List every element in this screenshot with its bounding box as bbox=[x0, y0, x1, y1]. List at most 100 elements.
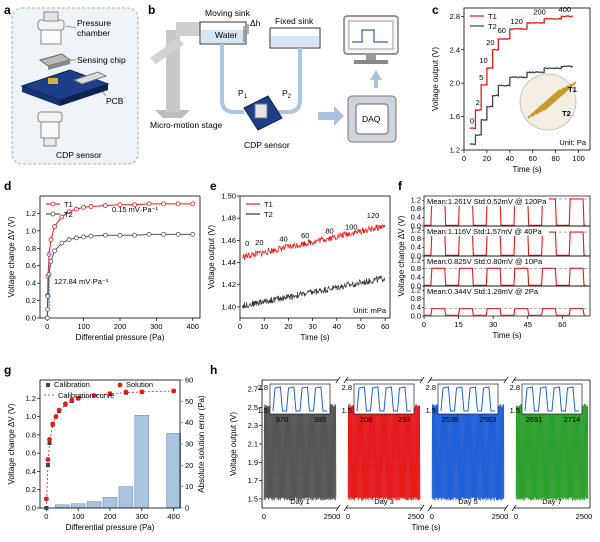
panel-g-solution-point bbox=[45, 457, 51, 462]
panel-d-xtick-label: 400 bbox=[186, 322, 199, 331]
panel-h-day-label: Day 5 bbox=[458, 497, 478, 506]
panel-g-solution-point bbox=[171, 388, 177, 394]
panel-h-ytick-label: 1.7 bbox=[248, 476, 258, 485]
panel-c-inset-label-t1: T1 bbox=[568, 85, 577, 94]
panel-d-point-T2 bbox=[117, 232, 123, 238]
panel-h-inset-ytick-bottom: 1.5 bbox=[510, 406, 520, 415]
panel-g-solution-point bbox=[69, 397, 75, 403]
panel-d-ytick-label: 0.4 bbox=[26, 279, 36, 288]
panel-c-legend-label: T2 bbox=[488, 22, 497, 31]
panel-d-annotation-slope-high: 0.15 mV·Pa⁻¹ bbox=[112, 205, 159, 214]
panel-d-legend-label: T1 bbox=[64, 200, 73, 209]
panel-d-ytick-label: 0.0 bbox=[26, 314, 36, 323]
panel-e-legend-label: T1 bbox=[264, 200, 273, 209]
panel-h-inset-ytick-top: 2.8 bbox=[510, 383, 520, 392]
panel-h-inset-trace bbox=[524, 386, 579, 412]
panel-letter-f: f bbox=[398, 179, 403, 193]
panel-h-inset-ytick-bottom: 1.5 bbox=[426, 406, 436, 415]
panel-c-ytick-label: 1.6 bbox=[450, 112, 460, 121]
panel-g-solution-point bbox=[50, 421, 56, 427]
panel-h-inset-trace bbox=[440, 386, 495, 412]
panel-g-ytick-label: 1.2 bbox=[26, 394, 36, 403]
panel-g-error-bar bbox=[102, 497, 118, 509]
panel-letter-a: a bbox=[4, 3, 11, 17]
panel-h-inset-ytick-bottom: 1.5 bbox=[342, 406, 352, 415]
panel-f-row-label: Mean:0.825V Std:0.80mV @ 10Pa bbox=[427, 257, 543, 266]
panel-g-legend-solution: Solution bbox=[126, 380, 153, 389]
panel-h-xtick-label: 2500 bbox=[324, 512, 341, 521]
panel-f-ytick-label: 0.8 bbox=[411, 294, 421, 303]
panel-g-solution-point bbox=[47, 437, 52, 442]
panel-h-inset-ytick-top: 2.8 bbox=[426, 383, 436, 392]
panel-g-legend-solution-marker bbox=[117, 382, 123, 388]
panel-d-point-T1 bbox=[103, 203, 108, 208]
panel-d-point-T1 bbox=[117, 202, 123, 208]
panel-e-xtick-label: 60 bbox=[381, 322, 389, 331]
panel-d-point-T2 bbox=[59, 240, 65, 246]
panel-g-calibration-point bbox=[45, 463, 50, 468]
panel-h-ylabel: Voltage output (V) bbox=[229, 412, 238, 476]
panel-h-inset-xtick-right: 2714 bbox=[564, 415, 581, 424]
panel-h-xtick-label: 2500 bbox=[576, 512, 593, 521]
panel-d-point-T2 bbox=[190, 231, 196, 237]
panel-g-ytick-label: 0.4 bbox=[26, 467, 36, 476]
panel-d-point-T1 bbox=[81, 204, 87, 210]
panel-g-xtick-label: 100 bbox=[72, 512, 85, 521]
panel-c-inset-electrode bbox=[531, 87, 565, 117]
panel-f-ylabel: Voltage change ΔV (V) bbox=[397, 215, 406, 296]
panel-f-ytick-label: 0.4 bbox=[411, 273, 421, 282]
panel-h-inset-trace bbox=[356, 386, 411, 412]
label-cdp-sensor: CDP sensor bbox=[56, 150, 102, 160]
panel-f-xlabel: Time (s) bbox=[492, 331, 521, 340]
panel-e-step-label: 60 bbox=[301, 231, 309, 240]
panel-h-day-label: Day 1 bbox=[290, 497, 310, 506]
panel-e-series-T2 bbox=[242, 275, 386, 309]
panel-c-ylabel: Voltage output (V) bbox=[431, 47, 440, 111]
panel-g-error-bar bbox=[166, 433, 181, 509]
panel-d-xtick-label: 200 bbox=[114, 322, 127, 331]
panel-g-ytick-right-label: 50 bbox=[185, 397, 193, 406]
panel-d-legend-marker bbox=[50, 201, 56, 207]
panel-f-pulse-trace bbox=[424, 267, 586, 286]
panel-f-ytick-label: 0.0 bbox=[411, 221, 421, 230]
panel-h-trace-3 bbox=[431, 403, 505, 501]
panel-g-solution-point bbox=[53, 414, 59, 419]
panel-f-ytick-label: 0.0 bbox=[411, 311, 421, 320]
panel-f-row-label: Mean:1.116V Std:1.57mV @ 40Pa bbox=[427, 227, 542, 236]
panel-h-trace-2 bbox=[347, 403, 421, 501]
arrow-right-icon bbox=[318, 106, 344, 126]
panel-g-ytick-label: 0.8 bbox=[26, 430, 36, 439]
panel-h-inset-xtick-left: 208 bbox=[360, 415, 373, 424]
panel-g-error-bar bbox=[86, 501, 102, 509]
panel-h-xtick-label: 0 bbox=[514, 512, 518, 521]
panel-g-error-bar bbox=[55, 504, 70, 509]
panel-h-xtick-label: 0 bbox=[262, 512, 266, 521]
micro-motion-stage bbox=[150, 22, 202, 118]
panel-f-row-frame bbox=[423, 285, 591, 317]
panel-d-point-T2 bbox=[45, 306, 51, 312]
panel-d-point-T1 bbox=[52, 224, 57, 229]
label-fixed-sink: Fixed sink bbox=[275, 16, 314, 26]
panel-e-xtick-label: 10 bbox=[260, 322, 268, 331]
panel-h-break-mark bbox=[335, 376, 341, 384]
panel-d-point-T2 bbox=[73, 235, 79, 241]
tube-right bbox=[278, 48, 302, 114]
panel-h-day-label: Day 7 bbox=[542, 497, 562, 506]
panel-f-ytick-label: 1.2 bbox=[411, 226, 421, 235]
label-p2: P2 bbox=[282, 88, 292, 100]
panel-f-pulse-trace bbox=[424, 308, 586, 316]
panel-g-ytick-right-label: 40 bbox=[185, 418, 193, 427]
panel-h-inset-xtick-right: 395 bbox=[314, 415, 327, 424]
panel-h-inset-xtick-left: 370 bbox=[276, 415, 289, 424]
panel-c-ytick-label: 1.2 bbox=[450, 146, 460, 155]
panel-h-ytick-label: 1.5 bbox=[248, 494, 258, 503]
fixed-sink bbox=[269, 27, 321, 49]
panel-c-unit-note: Unit: Pa bbox=[559, 138, 587, 147]
panel-d-point-T1 bbox=[66, 209, 72, 215]
panel-e-ytick-label: 1.40 bbox=[221, 302, 236, 311]
panel-g-chart: 0 100 200 300 400 0.0 0.2 0.4 0.6 0.8 1.0 1.2 0 10 20 3… bbox=[7, 376, 206, 533]
label-moving-sink: Moving sink bbox=[205, 8, 251, 18]
panel-f-ytick-label: 0.0 bbox=[411, 251, 421, 260]
panel-h-ytick-label: 2.7 bbox=[248, 385, 258, 394]
panel-f-xtick-label: 30 bbox=[489, 320, 497, 329]
